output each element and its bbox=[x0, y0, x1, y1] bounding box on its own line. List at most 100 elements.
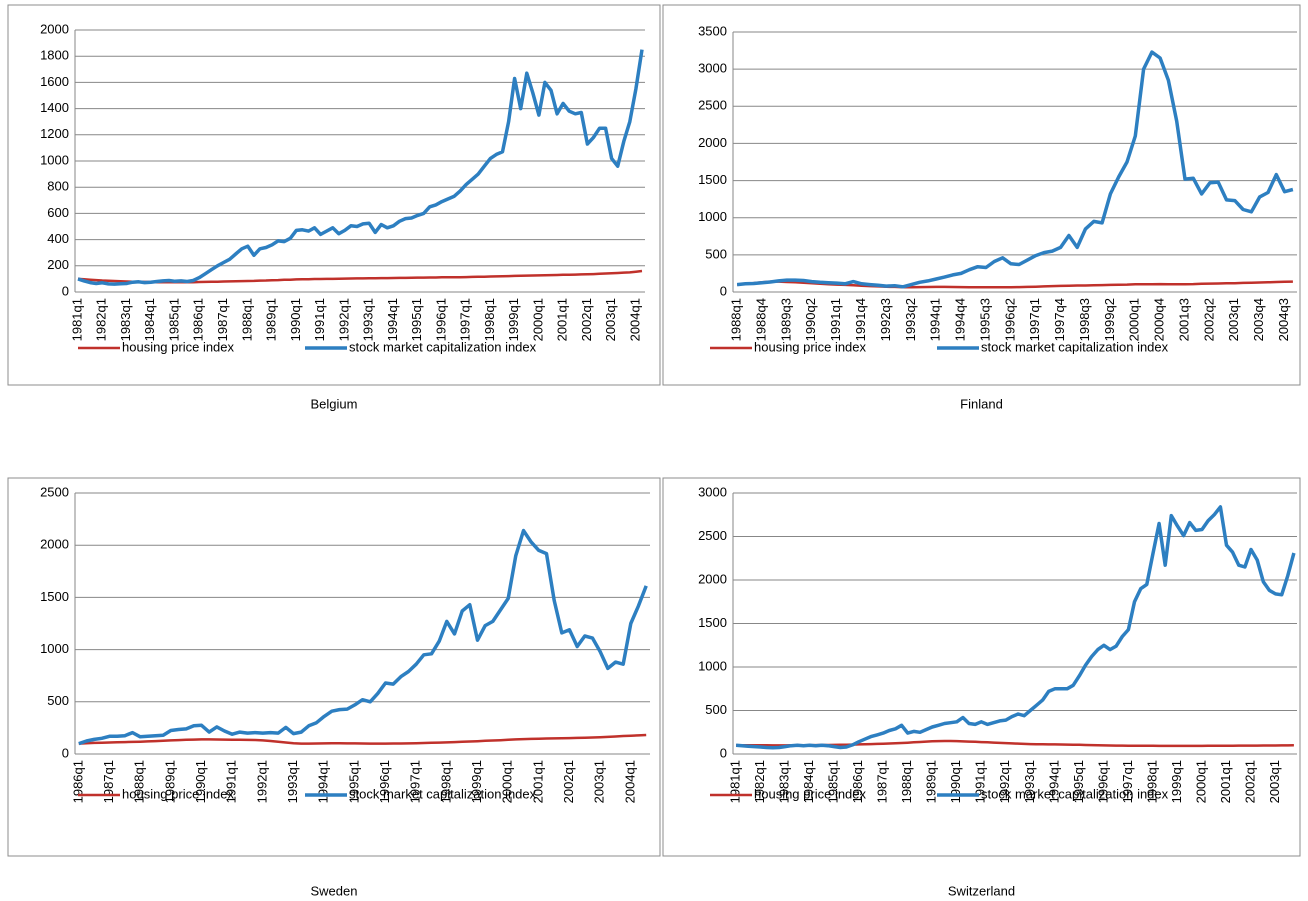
x-tick-label: 1996q1 bbox=[1095, 760, 1110, 803]
y-tick-label: 1000 bbox=[40, 641, 69, 656]
y-tick-label: 1000 bbox=[40, 152, 69, 167]
x-tick-label: 1992q1 bbox=[997, 760, 1012, 803]
panel-border bbox=[7, 4, 661, 386]
x-tick-label: 1989q1 bbox=[162, 760, 177, 803]
legend-label: housing price index bbox=[122, 339, 235, 354]
series-line bbox=[78, 733, 647, 745]
x-tick-label: 1996q1 bbox=[377, 760, 392, 803]
y-tick-label: 0 bbox=[720, 745, 727, 760]
x-tick-label: 1987q1 bbox=[875, 760, 890, 803]
y-tick-label: 0 bbox=[720, 283, 727, 298]
x-tick-label: 2002q1 bbox=[1242, 760, 1257, 803]
x-tick-label: 1984q1 bbox=[801, 760, 816, 803]
chart-title: Finland bbox=[960, 396, 1003, 411]
chart-title: Belgium bbox=[311, 396, 358, 411]
x-tick-label: 1985q1 bbox=[826, 760, 841, 803]
x-tick-label: 1991q1 bbox=[828, 298, 843, 341]
x-tick-label: 1990q1 bbox=[288, 298, 303, 341]
x-tick-label: 1989q1 bbox=[264, 298, 279, 341]
x-tick-label: 1989q1 bbox=[924, 760, 939, 803]
x-tick-label: 1988q1 bbox=[132, 760, 147, 803]
x-tick-label: 2004q3 bbox=[1276, 298, 1291, 341]
x-tick-label: 1985q1 bbox=[166, 298, 181, 341]
x-tick-label: 2003q1 bbox=[603, 298, 618, 341]
y-tick-label: 0 bbox=[62, 745, 69, 760]
x-tick-label: 1981q1 bbox=[69, 298, 84, 341]
x-tick-label: 2004q1 bbox=[622, 760, 637, 803]
x-tick-label: 1986q1 bbox=[850, 760, 865, 803]
x-tick-label: 1992q1 bbox=[254, 760, 269, 803]
y-tick-label: 600 bbox=[47, 205, 69, 220]
y-tick-label: 1500 bbox=[698, 172, 727, 187]
x-tick-label: 1998q1 bbox=[438, 760, 453, 803]
y-tick-label: 500 bbox=[47, 693, 69, 708]
y-tick-label: 0 bbox=[62, 283, 69, 298]
chart-title: Switzerland bbox=[948, 883, 1015, 898]
x-tick-label: 1998q3 bbox=[1077, 298, 1092, 341]
x-tick-label: 2000q4 bbox=[1152, 298, 1167, 341]
y-tick-label: 1500 bbox=[40, 589, 69, 604]
legend-label: housing price index bbox=[754, 339, 867, 354]
x-tick-label: 2001q1 bbox=[530, 760, 545, 803]
x-tick-label: 1993q1 bbox=[361, 298, 376, 341]
y-tick-label: 2500 bbox=[40, 484, 69, 499]
x-tick-label: 2003q1 bbox=[592, 760, 607, 803]
x-tick-label: 1997q1 bbox=[458, 298, 473, 341]
x-tick-label: 2003q1 bbox=[1226, 298, 1241, 341]
x-tick-label: 2002q1 bbox=[561, 760, 576, 803]
x-tick-label: 1993q2 bbox=[903, 298, 918, 341]
y-tick-label: 1800 bbox=[40, 48, 69, 63]
x-tick-label: 1982q1 bbox=[752, 760, 767, 803]
y-tick-label: 1500 bbox=[698, 615, 727, 630]
x-tick-label: 1984q1 bbox=[142, 298, 157, 341]
y-tick-label: 3500 bbox=[698, 23, 727, 38]
x-tick-label: 1989q3 bbox=[778, 298, 793, 341]
chart-title: Sweden bbox=[311, 883, 358, 898]
x-tick-label: 2001q1 bbox=[1218, 760, 1233, 803]
y-tick-label: 2000 bbox=[40, 21, 69, 36]
x-tick-label: 1991q1 bbox=[224, 760, 239, 803]
x-tick-label: 1986q1 bbox=[191, 298, 206, 341]
x-tick-label: 1994q4 bbox=[953, 298, 968, 341]
panel-border bbox=[7, 477, 661, 857]
y-tick-label: 3000 bbox=[698, 61, 727, 76]
x-tick-label: 1987q1 bbox=[215, 298, 230, 341]
series-line bbox=[78, 528, 648, 746]
x-tick-label: 1996q1 bbox=[433, 298, 448, 341]
y-tick-label: 3000 bbox=[698, 484, 727, 499]
x-tick-label: 1997q1 bbox=[1027, 298, 1042, 341]
x-tick-label: 2002q2 bbox=[1201, 298, 1216, 341]
x-tick-label: 2002q1 bbox=[579, 298, 594, 341]
legend-label: stock market capitalization index bbox=[349, 786, 537, 801]
x-tick-label: 1995q1 bbox=[409, 298, 424, 341]
x-tick-label: 2000q1 bbox=[1193, 760, 1208, 803]
series-line bbox=[77, 49, 644, 286]
x-tick-label: 1998q1 bbox=[1144, 760, 1159, 803]
x-tick-label: 1994q1 bbox=[1046, 760, 1061, 803]
x-tick-label: 1988q1 bbox=[729, 298, 744, 341]
x-tick-label: 2001q3 bbox=[1176, 298, 1191, 341]
series-line bbox=[735, 505, 1296, 750]
panel-border bbox=[662, 477, 1301, 857]
y-tick-label: 500 bbox=[705, 702, 727, 717]
x-tick-label: 1994q1 bbox=[385, 298, 400, 341]
x-tick-label: 2004q1 bbox=[627, 298, 642, 341]
x-tick-label: 2000q1 bbox=[1127, 298, 1142, 341]
y-tick-label: 1200 bbox=[40, 126, 69, 141]
legend-label: housing price index bbox=[122, 786, 235, 801]
y-tick-label: 2000 bbox=[40, 537, 69, 552]
x-tick-label: 1988q4 bbox=[753, 298, 768, 341]
y-tick-label: 200 bbox=[47, 257, 69, 272]
x-tick-label: 1990q1 bbox=[948, 760, 963, 803]
x-tick-label: 1993q1 bbox=[1022, 760, 1037, 803]
x-tick-label: 1991q4 bbox=[853, 298, 868, 341]
x-tick-label: 1990q1 bbox=[193, 760, 208, 803]
x-tick-label: 1982q1 bbox=[94, 298, 109, 341]
x-tick-label: 2003q4 bbox=[1251, 298, 1266, 341]
x-tick-label: 1998q1 bbox=[482, 298, 497, 341]
y-tick-label: 1400 bbox=[40, 100, 69, 115]
x-tick-label: 1981q1 bbox=[728, 760, 743, 803]
x-tick-label: 1999q2 bbox=[1102, 298, 1117, 341]
